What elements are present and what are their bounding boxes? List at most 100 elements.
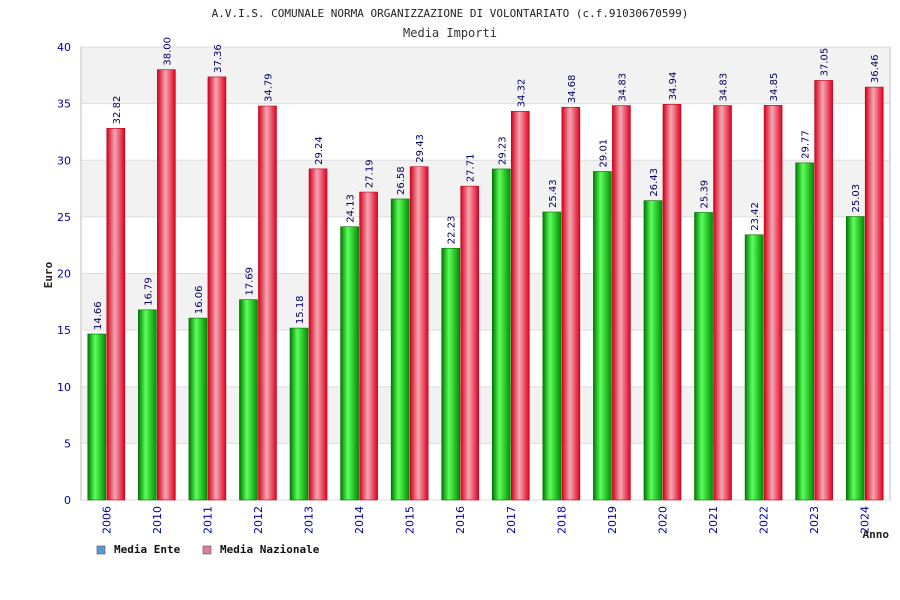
bar-media-ente [188, 317, 208, 501]
bar-value-label: 29.01 [598, 139, 609, 168]
bar-value-label: 25.43 [548, 179, 559, 208]
bar-value-label: 25.03 [851, 184, 862, 213]
bar-media-nazionale [460, 185, 480, 501]
bar-media-nazionale [157, 69, 176, 501]
x-tick-label: 2023 [808, 506, 821, 534]
legend-swatch-media-nazionale [202, 545, 212, 555]
bar-media-nazionale [662, 104, 682, 501]
bar-marks [87, 69, 884, 501]
bar-value-label: 25.39 [700, 180, 711, 209]
bar-value-label: 36.46 [870, 54, 881, 83]
bar-media-nazionale [258, 105, 277, 501]
x-tick-label: 2015 [404, 506, 417, 534]
bar-media-nazionale [510, 111, 530, 501]
y-tick-label: 30 [57, 154, 71, 167]
bar-media-ente [87, 333, 107, 501]
bar-value-label: 29.43 [415, 134, 426, 163]
bar-value-label: 29.23 [497, 136, 508, 165]
bar-value-label: 34.68 [567, 75, 578, 104]
bar-value-label: 27.19 [365, 159, 376, 188]
bar-media-nazionale [207, 76, 227, 501]
bar-value-label: 34.94 [668, 72, 679, 101]
x-tick-label: 2011 [201, 506, 214, 534]
bar-value-label: 27.71 [466, 154, 477, 183]
x-tick-label: 2020 [656, 506, 669, 534]
bar-media-ente [138, 309, 157, 501]
bar-media-nazionale [814, 80, 833, 501]
bar-value-label: 22.23 [447, 216, 458, 245]
y-axis-ticks: 0 5 10 15 20 25 30 35 40 [57, 41, 71, 507]
bar-media-nazionale [409, 166, 429, 501]
bar-value-label: 17.69 [244, 267, 255, 296]
bar-value-labels: 14.66 32.82 16.79 38.00 16.06 37.36 17.69 34.79… [93, 37, 881, 330]
chart-subtitle: Media Importi [403, 26, 497, 40]
legend-swatch-media-ente [96, 545, 106, 555]
bar-value-label: 37.36 [213, 44, 224, 73]
chart-legend: Media Ente Media Nazionale [96, 543, 320, 556]
bar-media-nazionale [612, 105, 631, 501]
x-tick-label: 2024 [859, 506, 872, 534]
bar-value-label: 34.32 [516, 79, 527, 108]
y-axis-label: Euro [42, 261, 55, 288]
bar-media-ente [694, 212, 713, 501]
x-tick-label: 2018 [555, 506, 568, 534]
bar-media-ente [593, 171, 612, 501]
bar-value-label: 26.43 [649, 168, 660, 197]
y-tick-label: 10 [57, 381, 71, 394]
bar-value-label: 16.06 [194, 285, 205, 314]
bar-media-ente [390, 198, 410, 501]
legend-label-media-nazionale: Media Nazionale [220, 543, 320, 556]
bar-media-nazionale [106, 128, 126, 501]
y-tick-label: 5 [64, 437, 71, 450]
bar-value-label: 23.42 [750, 202, 761, 231]
x-tick-label: 2021 [707, 506, 720, 534]
x-tick-label: 2016 [454, 506, 467, 534]
bar-media-ente [289, 327, 309, 501]
bar-value-label: 32.82 [112, 96, 123, 125]
x-tick-label: 2013 [303, 506, 316, 534]
bar-media-nazionale [308, 168, 328, 501]
legend-label-media-ente: Media Ente [114, 543, 181, 556]
bar-value-label: 26.58 [396, 166, 407, 195]
bar-media-ente [845, 216, 865, 501]
bar-value-label: 29.77 [801, 130, 812, 159]
bar-value-label: 34.83 [617, 73, 628, 102]
x-tick-label: 2019 [606, 506, 619, 534]
bar-media-ente [491, 168, 511, 501]
y-tick-label: 20 [57, 268, 71, 281]
bar-value-label: 24.13 [346, 194, 357, 223]
bar-media-nazionale [864, 86, 884, 501]
bar-media-nazionale [359, 191, 378, 501]
bar-media-nazionale [713, 105, 732, 501]
x-tick-label: 2006 [100, 506, 113, 534]
y-tick-label: 15 [57, 324, 71, 337]
bar-value-label: 38.00 [162, 37, 173, 66]
x-axis-label: Anno [863, 528, 890, 541]
bar-value-label: 14.66 [93, 301, 104, 330]
bar-media-ente [340, 226, 359, 501]
bar-value-label: 16.79 [143, 277, 154, 306]
bar-value-label: 15.18 [295, 295, 306, 324]
y-tick-label: 25 [57, 211, 71, 224]
x-tick-label: 2017 [505, 506, 518, 534]
bar-value-label: 34.79 [263, 73, 274, 102]
bar-media-ente [795, 162, 814, 501]
bar-media-ente [542, 211, 562, 501]
x-tick-label: 2010 [151, 506, 164, 534]
bar-media-nazionale [561, 106, 581, 501]
bar-media-ente [643, 200, 663, 501]
chart-title: A.V.I.S. COMUNALE NORMA ORGANIZZAZIONE D… [212, 7, 689, 20]
x-tick-label: 2014 [353, 506, 366, 534]
bar-value-label: 29.24 [314, 136, 325, 165]
bar-value-label: 34.83 [719, 73, 730, 102]
grid-band [82, 47, 889, 104]
bar-media-ente [744, 234, 764, 501]
bar-media-ente [441, 247, 461, 501]
bar-value-label: 37.05 [820, 48, 831, 77]
bar-media-nazionale [763, 105, 783, 501]
x-tick-label: 2012 [252, 506, 265, 534]
y-tick-label: 35 [57, 98, 71, 111]
y-tick-label: 0 [64, 494, 71, 507]
x-tick-label: 2022 [758, 506, 771, 534]
